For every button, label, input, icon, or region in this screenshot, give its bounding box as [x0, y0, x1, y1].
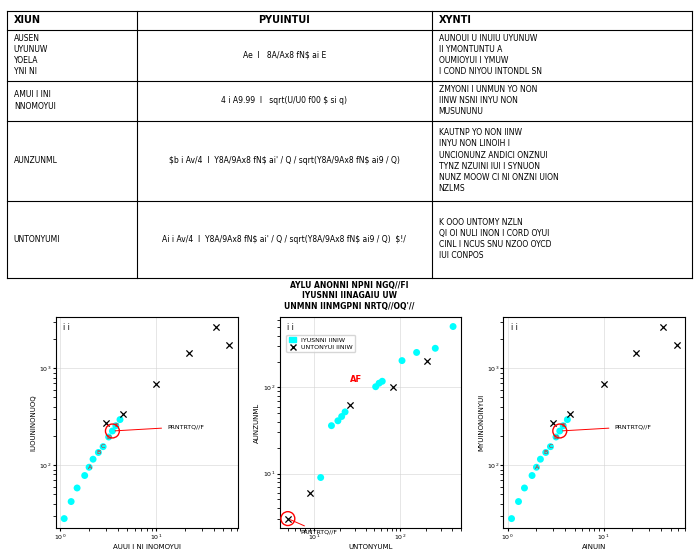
Point	[411, 348, 422, 357]
Text: C: C	[101, 444, 106, 449]
Point	[326, 421, 337, 430]
Text: AF: AF	[350, 375, 362, 384]
Point	[71, 484, 82, 493]
Point	[315, 473, 326, 482]
Point	[183, 348, 194, 357]
Point	[373, 379, 384, 388]
Text: 4 i A9.99  I   sqrt(U/U0 f00 $ si q): 4 i A9.99 I sqrt(U/U0 f00 $ si q)	[222, 96, 347, 105]
Point	[421, 356, 433, 365]
Text: i i: i i	[287, 323, 294, 332]
Text: AYLU ANONNI NPNI NGQ//FI
IYUSNNI IINAGAIU UW
UNMNN IINMGPNI NRTQ//OQ'//: AYLU ANONNI NPNI NGQ//FI IYUSNNI IINAGAI…	[284, 281, 415, 311]
Point	[377, 377, 388, 386]
Point	[66, 497, 77, 506]
Text: D: D	[106, 434, 111, 439]
Point	[671, 340, 682, 349]
Point	[59, 514, 70, 523]
Point	[540, 448, 552, 457]
Text: PRNTRTQ//F: PRNTRTQ//F	[115, 424, 204, 431]
Text: KAUTNP YO NON IINW
INYU NON LINOIH I
UNCIONUNZ ANDICI ONZNUI
TYNZ NZUINI IUI I S: KAUTNP YO NON IINW INYU NON LINOIH I UNC…	[438, 128, 559, 193]
Point	[224, 340, 235, 349]
Point	[87, 455, 99, 464]
X-axis label: AINUIN: AINUIN	[582, 544, 606, 550]
Point	[103, 433, 114, 441]
Point	[387, 383, 398, 391]
Y-axis label: AUNZUNML: AUNZUNML	[254, 403, 260, 443]
Point	[550, 433, 561, 441]
Point	[110, 421, 122, 430]
Point	[558, 421, 569, 430]
Text: A: A	[535, 465, 540, 470]
X-axis label: UNTONYUML: UNTONYUML	[348, 544, 393, 550]
Point	[513, 497, 524, 506]
Legend: IYUSNNI IINIW, UNTONYUI IINIW: IYUSNNI IINIW, UNTONYUI IINIW	[287, 335, 356, 353]
Point	[370, 383, 381, 391]
Text: E: E	[114, 423, 117, 428]
Text: E: E	[561, 423, 565, 428]
Text: PYUINTUI: PYUINTUI	[259, 16, 310, 26]
Point	[545, 442, 556, 451]
Text: i i: i i	[510, 323, 517, 332]
X-axis label: AUUI I NI INOMOYUI: AUUI I NI INOMOYUI	[113, 544, 181, 550]
Point	[304, 488, 315, 497]
Point	[565, 409, 576, 418]
Text: B: B	[96, 450, 101, 455]
Point	[117, 409, 129, 418]
Point	[630, 348, 642, 357]
Point	[519, 484, 530, 493]
Point	[150, 380, 161, 389]
Point	[506, 514, 517, 523]
Point	[107, 426, 118, 435]
Point	[344, 401, 355, 410]
Point	[93, 448, 104, 457]
Text: XIUN: XIUN	[14, 16, 41, 26]
Point	[79, 471, 90, 480]
Point	[115, 415, 126, 424]
Text: K OOO UNTOMY NZLN
QI OI NULI INON I CORD OYUI
CINL I NCUS SNU NZOO OYCD
IUI CONP: K OOO UNTOMY NZLN QI OI NULI INON I CORD…	[438, 218, 551, 260]
Text: PRNTRTQ//F: PRNTRTQ//F	[290, 520, 338, 535]
Point	[526, 471, 538, 480]
Point	[332, 416, 343, 425]
Point	[282, 514, 294, 523]
Point	[598, 380, 609, 389]
Text: PRNTRTQ//F: PRNTRTQ//F	[563, 424, 651, 431]
Point	[282, 514, 294, 523]
Point	[336, 412, 347, 421]
Point	[562, 415, 573, 424]
Point	[548, 418, 559, 427]
Text: D: D	[554, 434, 559, 439]
Point	[396, 356, 408, 365]
Point	[554, 426, 565, 435]
Text: Ai i Av/4  I  Y8A/9Ax8 fN$ ai' / Q / sqrt(Y8A/9Ax8 fN$ ai9 / Q)  $!/: Ai i Av/4 I Y8A/9Ax8 fN$ ai' / Q / sqrt(…	[162, 235, 406, 244]
Point	[535, 455, 546, 464]
Point	[430, 344, 441, 353]
Text: AUSEN
UYUNUW
YOELA
YNI NI: AUSEN UYUNUW YOELA YNI NI	[14, 34, 48, 76]
Y-axis label: MYUINONOINYUI: MYUINONOINYUI	[478, 394, 484, 451]
Text: A: A	[88, 465, 92, 470]
Point	[83, 463, 94, 471]
Point	[531, 463, 542, 471]
Text: AUNZUNML: AUNZUNML	[14, 156, 58, 165]
Point	[447, 322, 459, 331]
Point	[107, 426, 118, 435]
Text: AMUI I INI
NNOMOYUI: AMUI I INI NNOMOYUI	[14, 91, 56, 111]
Point	[210, 322, 222, 331]
Point	[101, 418, 112, 427]
Text: B: B	[544, 450, 548, 455]
Point	[658, 322, 669, 331]
Text: ZMYONI I UNMUN YO NON
IINW NSNI INYU NON
MUSUNUNU: ZMYONI I UNMUN YO NON IINW NSNI INYU NON…	[438, 85, 537, 116]
Text: UNTONYUMI: UNTONYUMI	[14, 235, 60, 244]
Text: C: C	[548, 444, 553, 449]
Point	[98, 442, 109, 451]
Text: $b i Av/4  I  Y8A/9Ax8 fN$ ai' / Q / sqrt(Y8A/9Ax8 fN$ ai9 / Q): $b i Av/4 I Y8A/9Ax8 fN$ ai' / Q / sqrt(…	[169, 156, 400, 165]
Text: AUNOUI U INUIU UYUNUW
II YMONTUNTU A
OUMIOYUI I YMUW
I COND NIYOU INTONDL SN: AUNOUI U INUIU UYUNUW II YMONTUNTU A OUM…	[438, 34, 542, 76]
Y-axis label: IUOUNINONUOQ: IUOUNINONUOQ	[31, 394, 36, 451]
Text: XYNTI: XYNTI	[438, 16, 471, 26]
Point	[554, 426, 565, 435]
Point	[340, 408, 351, 416]
Text: i i: i i	[63, 323, 70, 332]
Text: Ae  I   8A/Ax8 fN$ ai E: Ae I 8A/Ax8 fN$ ai E	[243, 51, 326, 59]
